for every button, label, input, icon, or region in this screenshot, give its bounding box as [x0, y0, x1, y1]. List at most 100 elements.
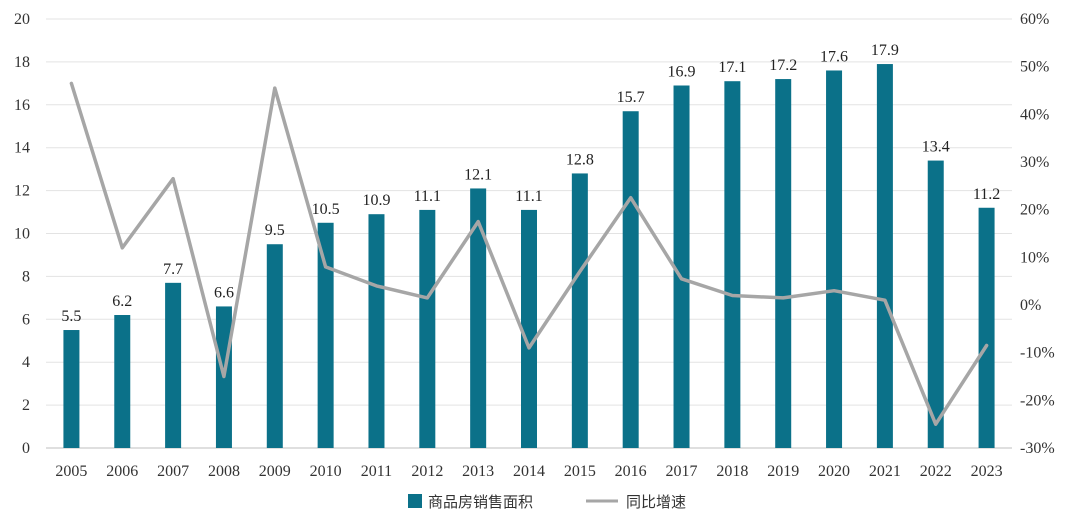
left-tick-label: 2	[22, 397, 30, 414]
bar-label-2008: 6.6	[214, 284, 234, 301]
x-tick-2021: 2021	[869, 463, 901, 480]
left-tick-label: 10	[14, 226, 30, 243]
yoy-point-2018	[730, 293, 734, 297]
yoy-point-2017	[680, 277, 684, 281]
line-series-yoy-growth	[69, 81, 989, 426]
bar-label-2005: 5.5	[61, 308, 81, 325]
right-tick-label: 60%	[1020, 11, 1049, 28]
yoy-point-2013	[476, 220, 480, 224]
x-tick-2020: 2020	[818, 463, 850, 480]
bar-label-2017: 16.9	[668, 63, 696, 80]
x-tick-2008: 2008	[208, 463, 240, 480]
left-tick-label: 18	[14, 54, 30, 71]
bar-2016	[622, 111, 639, 449]
bar-label-2006: 6.2	[112, 293, 132, 310]
left-tick-label: 4	[22, 354, 30, 371]
right-tick-label: -10%	[1020, 345, 1055, 362]
bar-label-2015: 12.8	[566, 151, 594, 168]
x-tick-2005: 2005	[55, 463, 87, 480]
yoy-point-2009	[273, 86, 277, 90]
bar-2020	[826, 70, 843, 448]
x-tick-2010: 2010	[310, 463, 342, 480]
yoy-point-2019	[781, 296, 785, 300]
bar-2010	[317, 222, 334, 448]
bar-2007	[165, 282, 182, 448]
right-y-axis-ticks: -30% -20% -10% 0% 10% 20% 30% 40% 50% 60%	[1020, 11, 1055, 457]
yoy-point-2020	[832, 289, 836, 293]
right-tick-label: 30%	[1020, 154, 1049, 171]
yoy-point-2011	[374, 284, 378, 288]
right-tick-label: 10%	[1020, 249, 1049, 266]
bar-series-sales-area	[63, 64, 995, 449]
bar-2021	[876, 64, 893, 449]
bar-label-2014: 11.1	[515, 188, 542, 205]
bar-label-2010: 10.5	[312, 201, 340, 218]
bar-label-2018: 17.1	[718, 59, 746, 76]
yoy-point-2014	[527, 346, 531, 350]
yoy-point-2007	[171, 177, 175, 181]
x-axis-ticks: 2005 2006 2007 2008 2009 2010 2011 2012 2013 2014…	[55, 463, 1002, 480]
bar-2019	[775, 79, 792, 448]
bar-label-2023: 11.2	[973, 186, 1000, 203]
bar-2011	[368, 214, 385, 448]
bar-2023	[978, 207, 995, 448]
legend-label-yoy-growth: 同比增速	[626, 493, 686, 511]
left-tick-label: 8	[22, 268, 30, 285]
bar-2013	[470, 188, 487, 448]
yoy-point-2012	[425, 296, 429, 300]
left-tick-label: 12	[14, 183, 30, 200]
x-tick-2006: 2006	[106, 463, 138, 480]
left-tick-label: 6	[22, 311, 30, 328]
x-tick-2019: 2019	[767, 463, 799, 480]
left-tick-label: 20	[14, 11, 30, 28]
yoy-point-2023	[985, 344, 989, 348]
bar-2012	[419, 209, 436, 448]
yoy-point-2021	[883, 298, 887, 302]
right-tick-label: 20%	[1020, 202, 1049, 219]
yoy-point-2008	[222, 375, 226, 378]
bar-2009	[266, 244, 283, 448]
x-tick-2007: 2007	[157, 463, 189, 480]
yoy-point-2015	[578, 270, 582, 274]
left-tick-label: 14	[14, 140, 30, 157]
right-tick-label: 40%	[1020, 106, 1049, 123]
legend-swatch-sales-area	[408, 494, 422, 508]
bar-label-2020: 17.6	[820, 48, 848, 65]
yoy-point-2022	[934, 422, 938, 426]
legend-label-sales-area: 商品房销售面积	[428, 493, 533, 511]
right-tick-label: 0%	[1020, 297, 1041, 314]
x-tick-2014: 2014	[513, 463, 545, 480]
right-tick-label: -30%	[1020, 440, 1055, 457]
legend: 商品房销售面积 同比增速	[408, 493, 686, 511]
left-y-axis-ticks: 0 2 4 6 8 10 12 14 16 18 20	[14, 11, 30, 457]
bar-2022	[927, 160, 944, 448]
bar-label-2022: 13.4	[922, 139, 950, 156]
yoy-point-2010	[324, 265, 328, 269]
right-tick-label: -20%	[1020, 392, 1055, 409]
bar-data-labels: 5.5 6.2 7.7 6.6 9.5 10.5 10.9 11.1 12.1 11.1 12.8 1…	[61, 42, 1000, 325]
x-tick-2009: 2009	[259, 463, 291, 480]
x-tick-2017: 2017	[666, 463, 698, 480]
yoy-point-2006	[120, 246, 124, 250]
bar-2006	[114, 315, 131, 448]
x-tick-2012: 2012	[411, 463, 443, 480]
bar-label-2013: 12.1	[464, 166, 492, 183]
right-tick-label: 50%	[1020, 59, 1049, 76]
bar-2014	[521, 209, 537, 448]
bar-label-2011: 10.9	[362, 192, 390, 209]
bar-label-2009: 9.5	[265, 222, 285, 239]
bar-label-2019: 17.2	[769, 57, 797, 74]
left-tick-label: 0	[22, 440, 30, 457]
x-tick-2016: 2016	[615, 463, 647, 480]
bar-label-2007: 7.7	[163, 261, 183, 278]
bar-2018	[724, 81, 741, 448]
yoy-point-2005	[69, 81, 73, 85]
bar-label-2016: 15.7	[617, 89, 645, 106]
yoy-point-2016	[629, 196, 633, 200]
x-tick-2015: 2015	[564, 463, 596, 480]
x-tick-2022: 2022	[920, 463, 952, 480]
bar-2005	[63, 330, 80, 448]
x-tick-2018: 2018	[716, 463, 748, 480]
bar-2017	[673, 85, 690, 449]
